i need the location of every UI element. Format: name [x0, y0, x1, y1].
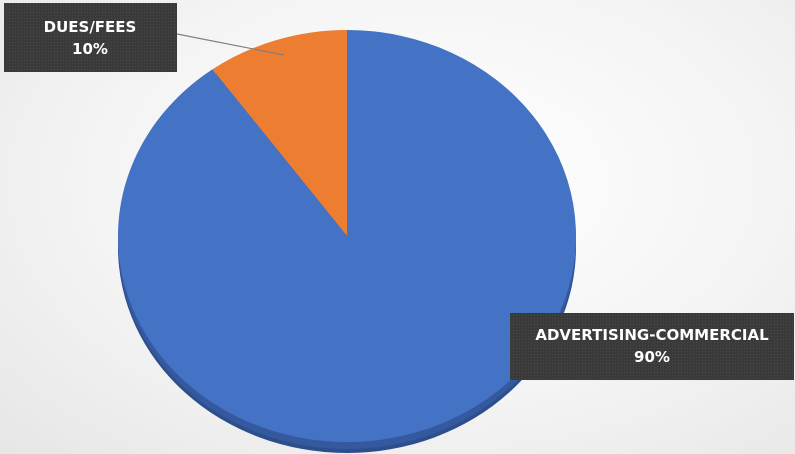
- pie-slice-dues-fees: [212, 30, 347, 236]
- label-advertising-commercial-name: ADVERTISING-COMMERCIAL: [535, 326, 769, 344]
- label-advertising-commercial: ADVERTISING-COMMERCIAL 90%: [510, 313, 794, 380]
- label-advertising-commercial-box: [510, 313, 794, 380]
- pie-slice-advertising-commercial: [117, 30, 576, 442]
- pie-slices: [117, 30, 576, 442]
- label-dues-fees-name: DUES/FEES: [44, 18, 137, 36]
- dues-fees-leader-line: [176, 33, 285, 56]
- label-dues-fees-percent: 10%: [72, 40, 108, 58]
- label-dues-fees-box: [4, 3, 177, 72]
- label-dues-fees: DUES/FEES 10%: [4, 3, 177, 72]
- label-advertising-commercial-percent: 90%: [634, 348, 670, 366]
